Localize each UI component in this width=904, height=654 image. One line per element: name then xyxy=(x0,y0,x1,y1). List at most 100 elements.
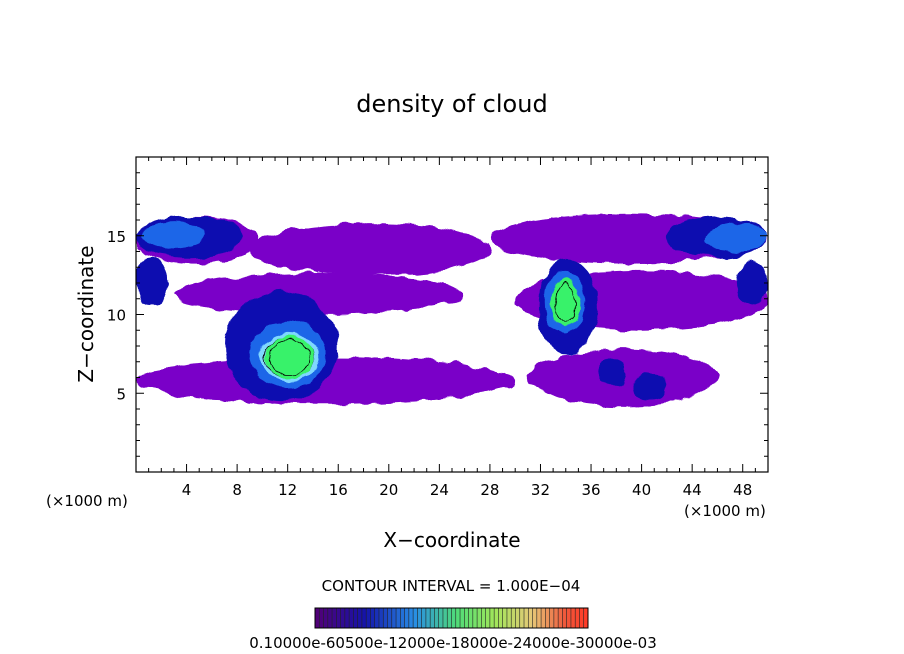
colorbar-segment xyxy=(366,608,371,628)
colorbar-segment xyxy=(562,608,567,628)
colorbar-segment xyxy=(489,608,495,628)
colorbar-segment xyxy=(413,608,418,628)
colorbar-segment xyxy=(400,608,405,628)
x-tick-label: 44 xyxy=(683,481,702,499)
colorbar-segment xyxy=(340,608,346,628)
colorbar-segment xyxy=(434,608,440,628)
colorbar-segment xyxy=(370,608,376,628)
x-tick-label: 20 xyxy=(379,481,398,499)
colorbar-segment xyxy=(404,608,410,628)
x-tick-label: 48 xyxy=(733,481,752,499)
colorbar-segment xyxy=(519,608,525,628)
colorbar-segment xyxy=(553,608,559,628)
x-unit-left: (×1000 m) xyxy=(46,492,128,510)
x-unit-right: (×1000 m) xyxy=(684,502,766,520)
colorbar-segment xyxy=(387,608,393,628)
x-tick-label: 12 xyxy=(278,481,297,499)
colorbar-segment xyxy=(357,608,363,628)
x-tick-label: 36 xyxy=(581,481,600,499)
contour-line-cumulus-left-peak xyxy=(268,340,312,374)
contour-region-small-cell-b xyxy=(632,374,667,400)
contour-region-right-upper-core xyxy=(704,223,768,252)
colorbar-segment xyxy=(378,608,384,628)
colorbar-segment xyxy=(583,608,589,628)
colorbar-segment xyxy=(455,608,461,628)
colorbar-segment xyxy=(408,608,414,628)
x-tick-label: 24 xyxy=(430,481,449,499)
colorbar-segment xyxy=(374,608,380,628)
colorbar-segment xyxy=(349,608,354,628)
colorbar xyxy=(314,607,589,629)
colorbar-segment xyxy=(315,608,320,628)
colorbar-segment xyxy=(383,608,388,628)
colorbar-segment xyxy=(528,608,533,628)
contour-regions xyxy=(136,213,768,406)
colorbar-segment xyxy=(323,608,329,628)
colorbar-segment xyxy=(536,608,542,628)
y-tick-label: 5 xyxy=(116,385,126,403)
colorbar-segment xyxy=(566,608,572,628)
colorbar-segment xyxy=(511,608,516,628)
contour-line-cumulus-right-core xyxy=(554,281,578,324)
y-tick-label: 10 xyxy=(107,307,126,325)
colorbar-segment xyxy=(425,608,431,628)
colorbar-segment xyxy=(353,608,358,628)
colorbar-segment xyxy=(438,608,444,628)
colorbar-segment xyxy=(485,608,491,628)
contour-region-cumulus-right-core xyxy=(550,278,581,328)
colorbar-segment xyxy=(570,608,576,628)
colorbar-segment xyxy=(344,608,350,628)
colorbar-segment xyxy=(481,608,486,628)
colorbar-segment xyxy=(447,608,452,628)
colorbar-segment xyxy=(417,608,422,628)
colorbar-segment xyxy=(336,608,341,628)
colorbar-segment xyxy=(332,608,337,628)
colorbar-segment xyxy=(460,608,465,628)
x-tick-label: 28 xyxy=(480,481,499,499)
x-axis-label: X−coordinate xyxy=(383,528,520,552)
y-axis-label: Z−coordinate xyxy=(74,245,98,382)
x-tick-label: 32 xyxy=(531,481,550,499)
colorbar-segment xyxy=(391,608,397,628)
contour-region-cumulus-left-peak xyxy=(264,336,316,378)
colorbar-segment xyxy=(579,608,585,628)
colorbar-segment xyxy=(477,608,482,628)
contour-region-left-mid-blob xyxy=(136,257,168,306)
colorbar-segment xyxy=(451,608,457,628)
colorbar-frame xyxy=(314,607,589,629)
colorbar-labels: 0.10000e-60500e-12000e-18000e-24000e-300… xyxy=(249,634,657,652)
colorbar-segment xyxy=(515,608,521,628)
x-tick-label: 4 xyxy=(182,481,192,499)
colorbar-segment xyxy=(396,608,401,628)
colorbar-segment xyxy=(498,608,503,628)
colorbar-segment xyxy=(430,608,435,628)
contour-region-left-upper-core xyxy=(142,223,206,249)
colorbar-segment xyxy=(506,608,512,628)
contour-region-small-cell-a xyxy=(597,358,629,387)
colorbar-segment xyxy=(541,608,546,628)
colorbar-segment xyxy=(472,608,478,628)
colorbar-segment xyxy=(558,608,563,628)
colorbar-segment xyxy=(549,608,555,628)
colorbar-segment xyxy=(319,608,324,628)
colorbar-segment xyxy=(468,608,474,628)
colorbar-segment xyxy=(575,608,580,628)
y-axis-ticks: 5 10 15 xyxy=(107,172,768,457)
x-tick-label: 8 xyxy=(232,481,242,499)
colorbar-segment xyxy=(327,608,333,628)
colorbar-segment xyxy=(464,608,469,628)
x-axis-ticks: 4 8 12 16 20 24 28 32 36 40 44 48 xyxy=(148,157,756,499)
contour-region-right-mid-blob xyxy=(736,260,768,306)
y-tick-label: 15 xyxy=(107,228,126,246)
colorbar-segment xyxy=(361,608,367,628)
contour-region-upper-band-mid xyxy=(249,223,490,276)
colorbar-segment xyxy=(502,608,508,628)
chart-title: density of cloud xyxy=(356,90,547,118)
colorbar-segment xyxy=(442,608,448,628)
colorbar-segment xyxy=(532,608,538,628)
colorbar-segment xyxy=(494,608,499,628)
colorbar-segment xyxy=(545,608,550,628)
x-tick-label: 40 xyxy=(632,481,651,499)
contour-interval: CONTOUR INTERVAL = 1.000E−04 xyxy=(322,577,581,595)
